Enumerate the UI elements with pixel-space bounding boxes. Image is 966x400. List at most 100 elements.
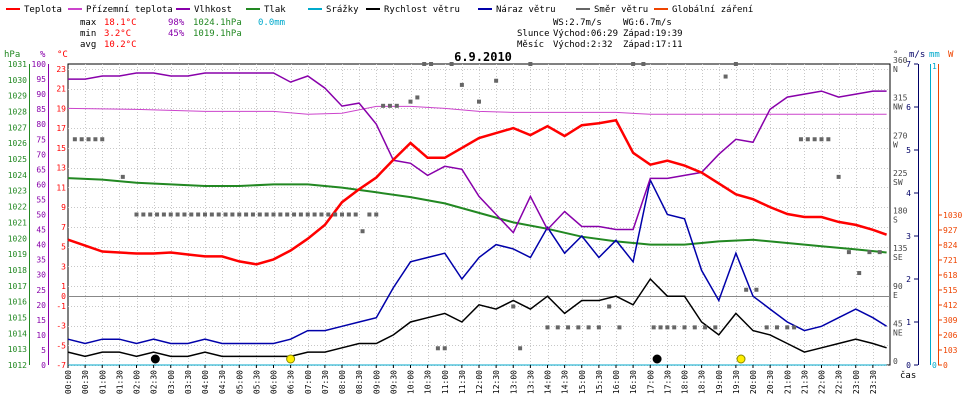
wind-dir-point: [285, 212, 290, 217]
x-tick-label: 20:00: [749, 370, 758, 394]
series-line-temperature: [67, 118, 888, 266]
wind-dir-point: [566, 325, 571, 330]
stats-min-label: min: [80, 29, 96, 39]
wind-dir-point: [617, 325, 622, 330]
pct-tick-label: 30: [36, 271, 46, 280]
ms-tick-label: 1: [906, 318, 911, 327]
wind-dir-point: [237, 212, 242, 217]
legend-label: Teplota: [24, 5, 62, 15]
hpa-tick-label: 1013: [8, 345, 27, 354]
hpa-tick-label: 1025: [8, 155, 27, 164]
wind-dir-point: [511, 304, 516, 309]
mm-tick-label: 0: [932, 361, 937, 370]
info-sun-label: Slunce: [517, 29, 550, 39]
ms-tick-label: 0: [906, 361, 911, 370]
degc-tick-label: 0: [61, 292, 66, 301]
wind-dir-point: [545, 325, 550, 330]
hpa-tick-label: 1021: [8, 218, 27, 227]
wind-dir-point: [826, 137, 831, 142]
w-tick-label: 309: [943, 316, 958, 325]
wind-dir-point: [435, 346, 440, 351]
axes: hPa% °C1012101310141015101610171018101910…: [4, 50, 962, 394]
stats-max-label: max: [80, 18, 97, 28]
degc-tick-label: -1: [56, 302, 66, 311]
ms-tick-label: 3: [906, 232, 911, 241]
x-tick-label: 11:00: [441, 370, 450, 394]
pct-tick-label: 60: [36, 180, 46, 189]
stats-precip: 0.0mm: [258, 18, 285, 28]
pct-tick-label: 90: [36, 90, 46, 99]
wind-dir-point: [292, 212, 297, 217]
ms-tick-label: 4: [906, 189, 911, 198]
hpa-axis-unit: hPa: [4, 50, 20, 60]
deg-tick-label: 0: [893, 357, 898, 366]
wind-dir-point: [607, 304, 612, 309]
mm-axis-unit: mm: [929, 50, 940, 60]
x-tick-label: 05:30: [252, 370, 261, 394]
wind-dir-point: [857, 271, 862, 276]
x-tick-label: 00:30: [81, 370, 90, 394]
x-tick-label: 08:00: [338, 370, 347, 394]
stats-max-hum: 98%: [168, 18, 185, 28]
info-wg: WG:6.7m/s: [623, 18, 672, 28]
deg-tick-label: 360: [893, 56, 908, 65]
wind-dir-point: [189, 212, 194, 217]
deg-dir-label: N: [893, 65, 898, 74]
wind-dir-point: [713, 325, 718, 330]
info-moon-rise: Východ:2:32: [553, 40, 613, 50]
x-tick-label: 14:30: [561, 370, 570, 394]
degc-tick-label: 1: [61, 282, 66, 291]
wind-dir-point: [723, 74, 728, 79]
ms-tick-label: 7: [906, 60, 911, 69]
x-tick-label: 22:00: [818, 370, 827, 394]
degc-tick-label: -3: [56, 322, 66, 331]
legend-label: Směr větru: [594, 5, 648, 15]
wind-dir-point: [203, 212, 207, 217]
x-tick-label: 18:00: [681, 370, 690, 394]
wind-dir-point: [168, 212, 173, 217]
x-axis-label: čas: [900, 370, 916, 381]
deg-tick-label: 225: [893, 169, 908, 178]
x-tick-label: 10:30: [424, 370, 433, 394]
x-tick-label: 12:30: [492, 370, 501, 394]
wind-dir-point: [120, 174, 125, 179]
wind-dir-point: [518, 346, 523, 351]
degc-tick-label: 19: [56, 104, 66, 113]
x-tick-label: 22:30: [835, 370, 844, 394]
wind-dir-point: [346, 212, 351, 217]
x-tick-label: 04:00: [201, 370, 210, 394]
wind-dir-point: [812, 137, 817, 142]
wind-dir-point: [141, 212, 146, 217]
w-tick-label: 515: [943, 286, 958, 295]
wind-dir-point: [367, 212, 372, 217]
legend: Teplota Přízemní teplota Vlhkost Tlak Srážky…: [6, 5, 753, 15]
wind-dir-point: [175, 212, 180, 217]
wind-dir-point: [155, 212, 160, 217]
x-tick-label: 09:30: [389, 370, 398, 394]
pct-tick-label: 5: [41, 346, 46, 355]
wind-dir-point: [353, 212, 358, 217]
wind-dir-point: [528, 62, 533, 66]
hpa-tick-label: 1027: [8, 123, 27, 132]
sun-marker: [736, 354, 746, 364]
hpa-tick-label: 1026: [8, 139, 27, 148]
degc-tick-label: 21: [56, 85, 66, 94]
w-tick-label: 412: [943, 301, 958, 310]
hpa-tick-label: 1018: [8, 266, 27, 275]
wind-dir-point: [867, 250, 872, 255]
degc-tick-label: 23: [56, 65, 66, 74]
wind-dir-point: [672, 325, 677, 330]
x-tick-label: 19:00: [715, 370, 724, 394]
x-tick-label: 02:00: [133, 370, 142, 394]
wind-dir-point: [429, 62, 434, 66]
x-tick-label: 23:00: [852, 370, 861, 394]
stats-avg-label: avg: [80, 40, 96, 50]
deg-dir-label: W: [893, 140, 898, 149]
deg-dir-label: E: [893, 291, 898, 300]
info-moon-label: Měsíc: [517, 40, 544, 50]
hpa-tick-label: 1017: [8, 282, 27, 291]
hpa-tick-label: 1024: [8, 171, 27, 180]
info-moon-set: Západ:17:11: [623, 40, 683, 50]
w-tick-label: 618: [943, 271, 958, 280]
legend-label: Globální záření: [672, 5, 753, 15]
